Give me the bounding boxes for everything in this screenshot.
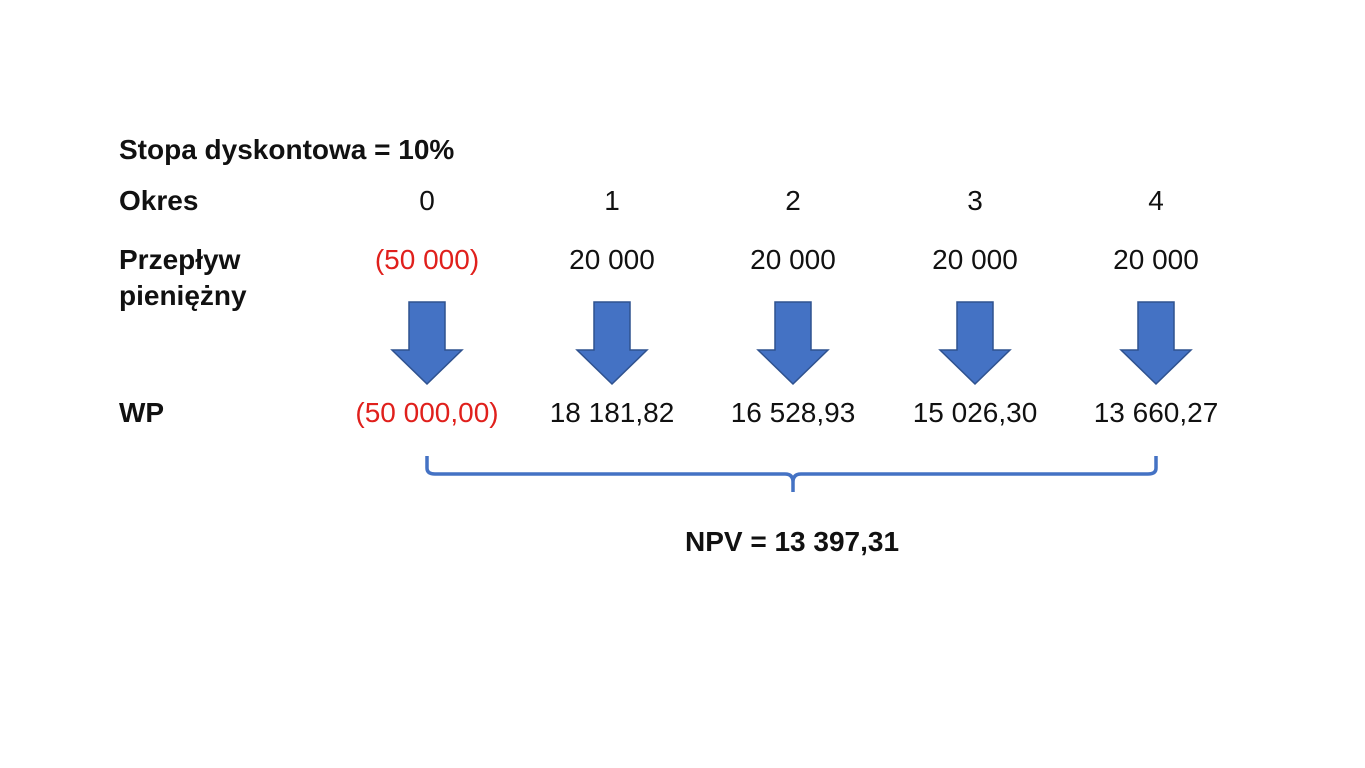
arrow	[575, 301, 649, 386]
pv-value: 15 026,30	[912, 397, 1038, 428]
period-value: 1	[604, 185, 620, 216]
arrows	[390, 301, 1193, 386]
npv: NPV = 13 397,31	[684, 526, 900, 557]
cash-flow-value: (50 000)	[374, 244, 480, 275]
pv-value: (50 000,00)	[355, 397, 499, 428]
cash-flow-label: Przepływ pieniężny	[119, 244, 247, 311]
arrow	[938, 301, 1012, 386]
period-label: Okres	[119, 185, 199, 216]
pv-value: 18 181,82	[549, 397, 675, 428]
cash-flow-value: 20 000	[569, 244, 655, 275]
cash-flow-value: 20 000	[932, 244, 1018, 275]
cash-flow-value: 20 000	[1113, 244, 1199, 275]
brace	[425, 456, 1158, 492]
period-value: 0	[419, 185, 435, 216]
arrow	[1119, 301, 1193, 386]
arrow	[756, 301, 830, 386]
period-value: 3	[967, 185, 983, 216]
period-value: 2	[785, 185, 801, 216]
arrow	[390, 301, 464, 386]
discount-rate: Stopa dyskontowa = 10%	[119, 134, 455, 165]
cash-flow-value: 20 000	[750, 244, 836, 275]
pv-value: 16 528,93	[730, 397, 856, 428]
pv-value: 13 660,27	[1093, 397, 1219, 428]
pv-label: WP	[119, 397, 165, 428]
period-value: 4	[1148, 185, 1164, 216]
